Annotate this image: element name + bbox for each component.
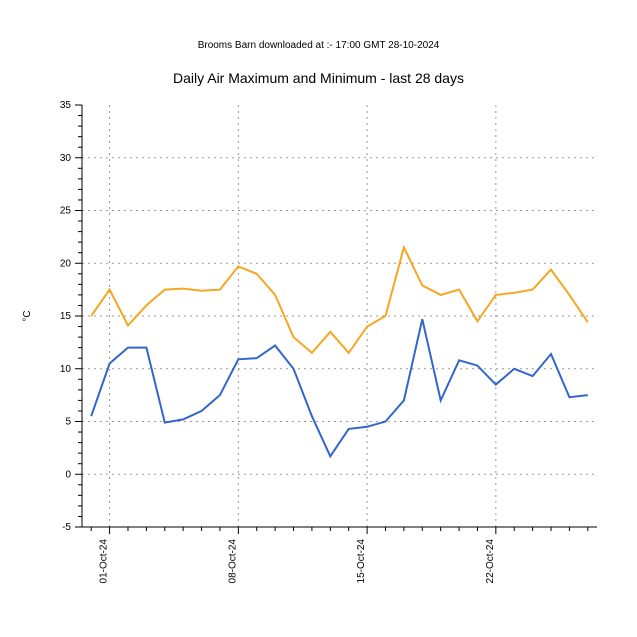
line-chart: Brooms Barn downloaded at :- 17:00 GMT 2…	[0, 0, 637, 637]
series-min	[91, 319, 588, 456]
y-tick-label: 25	[60, 206, 72, 217]
y-tick-label: 35	[60, 100, 72, 111]
y-tick-label: 15	[60, 311, 72, 322]
chart-container: Brooms Barn downloaded at :- 17:00 GMT 2…	[0, 0, 637, 637]
x-tick-label: 22-Oct-24	[485, 539, 496, 584]
series-max	[91, 247, 588, 353]
x-tick-label: 01-Oct-24	[99, 539, 110, 584]
x-tick-label: 15-Oct-24	[356, 539, 367, 584]
y-tick-label: 10	[60, 364, 72, 375]
y-tick-label: 30	[60, 153, 72, 164]
chart-title: Daily Air Maximum and Minimum - last 28 …	[173, 70, 464, 86]
y-tick-label: 0	[65, 469, 71, 480]
axis-frame	[82, 105, 597, 527]
y-axis-title: °C	[22, 310, 33, 321]
chart-subtitle: Brooms Barn downloaded at :- 17:00 GMT 2…	[198, 40, 440, 51]
y-tick-label: 20	[60, 258, 72, 269]
y-tick-label: -5	[62, 522, 71, 533]
y-tick-label: 5	[65, 417, 71, 428]
x-tick-label: 08-Oct-24	[227, 539, 238, 584]
